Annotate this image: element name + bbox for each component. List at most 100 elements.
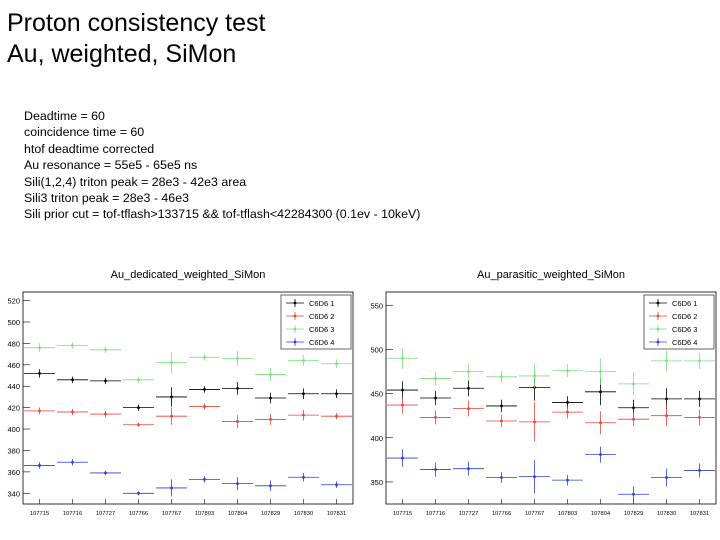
x-tick-label: 107716 bbox=[63, 511, 82, 517]
data-point bbox=[137, 406, 140, 410]
legend-marker-point bbox=[656, 327, 660, 331]
legend-marker-point bbox=[656, 340, 660, 344]
data-point bbox=[401, 403, 404, 407]
data-point bbox=[38, 371, 41, 375]
x-tick-label: 107804 bbox=[591, 511, 611, 517]
data-point bbox=[236, 482, 239, 486]
legend-label: C6D6 4 bbox=[672, 338, 697, 347]
dedicated-chart: Au_dedicated_weighted_SiMon 340 360 380 400 4… bbox=[7, 269, 354, 517]
legend-label: C6D6 1 bbox=[309, 299, 334, 308]
data-point bbox=[665, 359, 668, 363]
data-point bbox=[137, 491, 140, 495]
x-tick-label: 107715 bbox=[30, 511, 49, 517]
data-point bbox=[335, 392, 338, 396]
y-tick-label: 340 bbox=[7, 489, 20, 498]
legend-label: C6D6 2 bbox=[672, 312, 697, 321]
x-tick-label: 107803 bbox=[195, 511, 214, 517]
data-point bbox=[566, 410, 569, 414]
data-point bbox=[698, 397, 701, 401]
y-tick-label: 380 bbox=[7, 446, 20, 455]
data-point bbox=[236, 386, 239, 390]
data-point bbox=[632, 417, 635, 421]
data-point bbox=[203, 477, 206, 481]
data-point bbox=[38, 346, 41, 350]
plot-frame bbox=[22, 291, 354, 505]
data-point bbox=[632, 406, 635, 410]
data-point bbox=[104, 379, 107, 383]
legend-label: C6D6 4 bbox=[309, 338, 334, 347]
data-point bbox=[533, 420, 536, 424]
data-point bbox=[467, 467, 470, 471]
y-tick-label: 350 bbox=[370, 478, 383, 487]
data-point bbox=[599, 390, 602, 394]
data-point bbox=[335, 362, 338, 366]
y-tick-label: 480 bbox=[7, 339, 20, 348]
data-point bbox=[137, 423, 140, 427]
chart-title: Au_parasitic_weighted_SiMon bbox=[477, 269, 625, 281]
data-point bbox=[203, 355, 206, 359]
data-point bbox=[170, 361, 173, 365]
data-point bbox=[434, 416, 437, 419]
data-point bbox=[38, 409, 41, 413]
parasitic-chart: Au_parasitic_weighted_SiMon 350 400 450 500 5… bbox=[370, 269, 717, 517]
y-tick-label: 400 bbox=[7, 425, 20, 434]
data-point bbox=[698, 359, 701, 363]
note-line: Au resonance = 55e5 - 65e5 ns bbox=[24, 158, 198, 173]
legend-marker-point bbox=[656, 301, 660, 305]
legend-label: C6D6 2 bbox=[309, 312, 334, 321]
legend-marker-point bbox=[293, 327, 297, 331]
x-tick-label: 107831 bbox=[327, 511, 346, 517]
data-point bbox=[71, 410, 74, 414]
x-tick-label: 107803 bbox=[558, 511, 577, 517]
data-point bbox=[533, 475, 536, 479]
data-point bbox=[500, 476, 503, 479]
legend-marker-point bbox=[293, 301, 297, 305]
data-point bbox=[401, 456, 404, 460]
data-point bbox=[599, 370, 602, 373]
data-point bbox=[170, 395, 173, 399]
legend-marker-point bbox=[293, 340, 297, 344]
data-point bbox=[269, 396, 272, 400]
data-point bbox=[665, 414, 668, 418]
y-tick-label: 460 bbox=[7, 361, 20, 370]
x-tick-label: 107727 bbox=[96, 511, 115, 517]
legend-marker-point bbox=[293, 314, 297, 318]
data-point bbox=[467, 407, 470, 410]
data-point bbox=[467, 370, 470, 373]
y-tick-label: 500 bbox=[7, 318, 20, 327]
data-point bbox=[269, 484, 272, 488]
data-point bbox=[401, 356, 404, 360]
legend-label: C6D6 3 bbox=[309, 325, 334, 334]
x-tick-label: 107727 bbox=[459, 511, 478, 517]
note-line: htof deadtime corrected bbox=[24, 141, 155, 156]
data-point bbox=[104, 412, 107, 416]
x-tick-label: 107829 bbox=[261, 511, 280, 517]
y-tick-label: 440 bbox=[7, 382, 20, 391]
legend-box bbox=[280, 294, 352, 350]
data-point bbox=[500, 404, 503, 408]
data-point bbox=[434, 468, 437, 471]
y-tick-label: 450 bbox=[370, 390, 383, 399]
data-point bbox=[203, 388, 206, 391]
data-point bbox=[302, 413, 305, 417]
data-point bbox=[566, 478, 569, 482]
data-point bbox=[500, 375, 503, 379]
data-point bbox=[137, 378, 140, 382]
x-tick-label: 107830 bbox=[657, 511, 676, 517]
analysis-notes: Deadtime = 60 coincidence time = 60 htof… bbox=[24, 108, 420, 223]
data-point bbox=[566, 401, 569, 404]
data-point bbox=[434, 377, 437, 380]
y-tick-label: 500 bbox=[370, 345, 383, 354]
data-point bbox=[632, 492, 635, 496]
data-point bbox=[38, 464, 41, 467]
y-tick-label: 400 bbox=[370, 434, 383, 443]
data-point bbox=[335, 483, 338, 487]
data-point bbox=[500, 419, 503, 423]
data-point bbox=[434, 396, 437, 400]
y-tick-label: 550 bbox=[370, 301, 383, 310]
data-point bbox=[665, 476, 668, 479]
data-point bbox=[104, 348, 107, 352]
data-point bbox=[302, 475, 305, 479]
data-point bbox=[236, 356, 239, 360]
data-point bbox=[71, 344, 74, 347]
